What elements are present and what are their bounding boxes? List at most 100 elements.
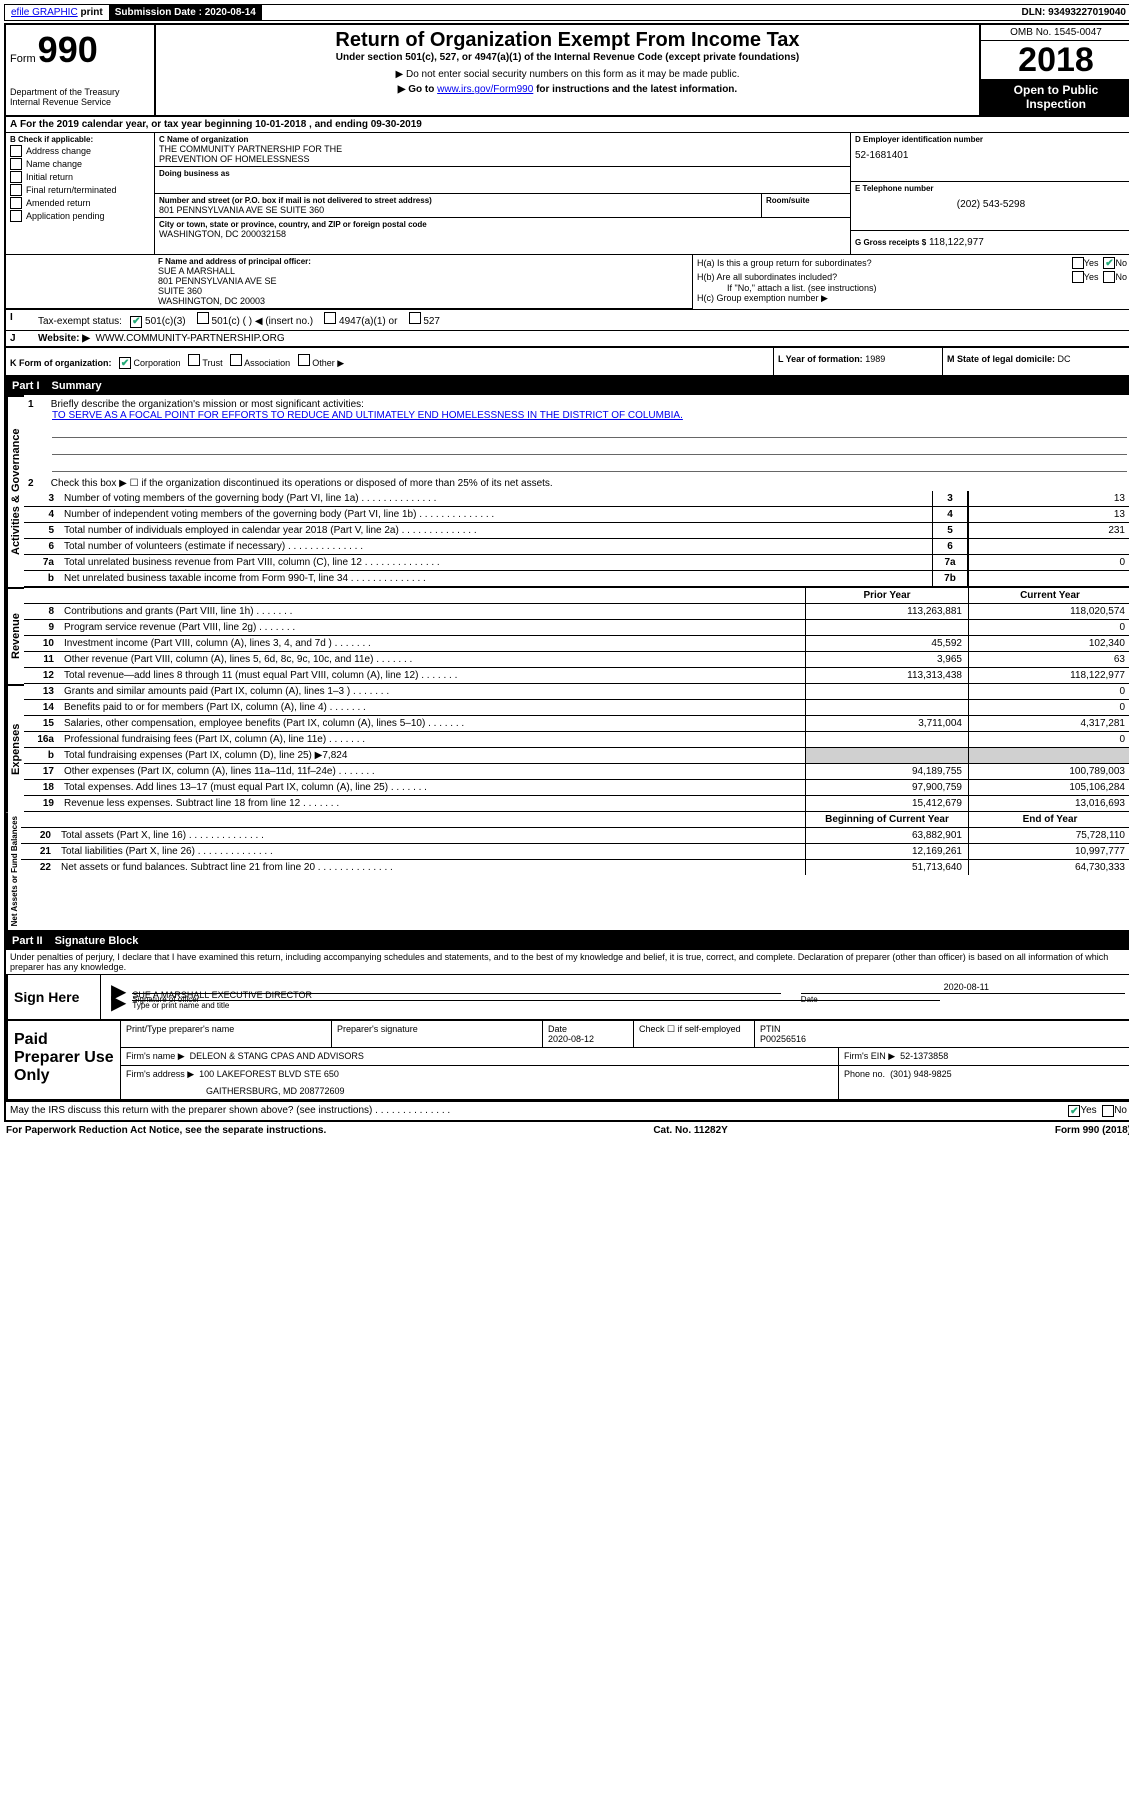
b-checkbox-item[interactable]: Amended return <box>10 197 150 209</box>
form-subtitle: Under section 501(c), 527, or 4947(a)(1)… <box>160 52 975 63</box>
c-label: C Name of organization <box>159 135 846 144</box>
checkbox-icon[interactable] <box>10 184 22 196</box>
expense-line: 19Revenue less expenses. Subtract line 1… <box>24 796 1129 812</box>
city-label: City or town, state or province, country… <box>159 220 846 229</box>
current-year-header: Current Year <box>968 588 1129 603</box>
firm-addr-label: Firm's address ▶ <box>126 1069 194 1079</box>
end-year-header: End of Year <box>968 812 1129 827</box>
irs-link[interactable]: www.irs.gov/Form990 <box>437 84 533 95</box>
firm-name-value: DELEON & STANG CPAS AND ADVISORS <box>190 1051 364 1061</box>
corp-cb[interactable] <box>119 357 131 369</box>
print-label[interactable]: print <box>80 7 102 18</box>
checkbox-icon[interactable] <box>10 171 22 183</box>
b-item-label: Final return/terminated <box>26 185 117 195</box>
ha-label: H(a) Is this a group return for subordin… <box>697 258 1072 268</box>
expense-line: bTotal fundraising expenses (Part IX, co… <box>24 748 1129 764</box>
org-address: 801 PENNSYLVANIA AVE SE SUITE 360 <box>159 205 757 215</box>
beg-year-header: Beginning of Current Year <box>805 812 968 827</box>
governance-block: Activities & Governance 1 Briefly descri… <box>6 395 1129 587</box>
firm-name-label: Firm's name ▶ <box>126 1051 185 1061</box>
ha-no-cb[interactable] <box>1103 257 1115 269</box>
hb-yes-cb[interactable] <box>1072 271 1084 283</box>
room-label: Room/suite <box>766 196 846 205</box>
hb-no-cb[interactable] <box>1103 271 1115 283</box>
checkbox-icon[interactable] <box>10 197 22 209</box>
irs-label: Internal Revenue Service <box>10 97 150 107</box>
discuss-label: May the IRS discuss this return with the… <box>10 1105 1068 1117</box>
header-left: Form 990 Department of the Treasury Inte… <box>6 25 156 115</box>
ptin-label: PTIN <box>760 1024 1124 1034</box>
summary-line: bNet unrelated business taxable income f… <box>24 571 1129 587</box>
form-header: Form 990 Department of the Treasury Inte… <box>6 25 1129 117</box>
footer-right: Form 990 (2018) <box>1055 1125 1129 1136</box>
checkbox-icon[interactable] <box>10 158 22 170</box>
gross-receipts: 118,122,977 <box>929 237 984 248</box>
expenses-label: Expenses <box>6 684 24 812</box>
header-right: OMB No. 1545-0047 2018 Open to PublicIns… <box>979 25 1129 115</box>
submission-date-btn: Submission Date : 2020-08-14 <box>109 5 262 20</box>
summary-line: 4Number of independent voting members of… <box>24 507 1129 523</box>
summary-line: 3Number of voting members of the governi… <box>24 491 1129 507</box>
section-c: C Name of organization THE COMMUNITY PAR… <box>155 133 851 255</box>
501c-cb[interactable] <box>197 312 209 324</box>
b-pending-cell <box>6 255 154 309</box>
note-ssn: ▶ Do not enter social security numbers o… <box>160 69 975 80</box>
m-label: M State of legal domicile: <box>947 354 1055 364</box>
org-name-2: PREVENTION OF HOMELESSNESS <box>159 154 846 164</box>
expense-line: 15Salaries, other compensation, employee… <box>24 716 1129 732</box>
form-title: Return of Organization Exempt From Incom… <box>160 29 975 52</box>
footer-center: Cat. No. 11282Y <box>653 1125 727 1136</box>
section-a-row: A For the 2019 calendar year, or tax yea… <box>6 117 1129 133</box>
expense-line: 14Benefits paid to or for members (Part … <box>24 700 1129 716</box>
b-checkbox-item[interactable]: Initial return <box>10 171 150 183</box>
b-label: B Check if applicable: <box>10 135 150 144</box>
e-label: E Telephone number <box>855 184 1127 193</box>
ptin-value: P00256516 <box>760 1034 1124 1044</box>
discuss-no-cb[interactable] <box>1102 1105 1114 1117</box>
prep-date-value: 2020-08-12 <box>548 1034 628 1044</box>
tax-year: 2018 <box>981 41 1129 79</box>
net-assets-label: Net Assets or Fund Balances <box>6 812 21 930</box>
addr-label: Number and street (or P.O. box if mail i… <box>159 196 757 205</box>
b-checkbox-item[interactable]: Application pending <box>10 210 150 222</box>
page-footer: For Paperwork Reduction Act Notice, see … <box>4 1122 1129 1139</box>
checkbox-icon[interactable] <box>10 145 22 157</box>
discuss-yes-cb[interactable] <box>1068 1105 1080 1117</box>
b-checkbox-item[interactable]: Name change <box>10 158 150 170</box>
dept-label: Department of the Treasury <box>10 87 150 97</box>
expense-line: 17Other expenses (Part IX, column (A), l… <box>24 764 1129 780</box>
527-cb[interactable] <box>409 312 421 324</box>
b-checkbox-item[interactable]: Final return/terminated <box>10 184 150 196</box>
4947-cb[interactable] <box>324 312 336 324</box>
caret-icon-2: ▶ <box>105 990 132 1015</box>
b-checkbox-item[interactable]: Address change <box>10 145 150 157</box>
dba-label: Doing business as <box>159 169 846 178</box>
entity-info-row: B Check if applicable: Address changeNam… <box>6 133 1129 255</box>
form-number: 990 <box>38 29 98 71</box>
firm-phone-value: (301) 948-9825 <box>890 1069 952 1079</box>
website-value: WWW.COMMUNITY-PARTNERSHIP.ORG <box>96 333 285 344</box>
form-frame: Form 990 Department of the Treasury Inte… <box>4 23 1129 1122</box>
assoc-cb[interactable] <box>230 354 242 366</box>
efile-label: efile GRAPHIC print <box>5 5 109 20</box>
l-value: 1989 <box>865 354 885 364</box>
other-cb[interactable] <box>298 354 310 366</box>
dln-label: DLN: 93493227019040 <box>1015 5 1129 20</box>
checkbox-icon[interactable] <box>10 210 22 222</box>
prep-sig-label: Preparer's signature <box>332 1021 543 1047</box>
section-f: F Name and address of principal officer:… <box>154 255 693 309</box>
trust-cb[interactable] <box>188 354 200 366</box>
phone-value: (202) 543-5298 <box>855 199 1127 210</box>
sign-here-label: Sign Here <box>8 975 101 1019</box>
b-item-label: Amended return <box>26 198 91 208</box>
expense-line: 18Total expenses. Add lines 13–17 (must … <box>24 780 1129 796</box>
org-city: WASHINGTON, DC 200032158 <box>159 229 846 239</box>
ein-value: 52-1681401 <box>855 150 1127 161</box>
net-assets-line: 20Total assets (Part X, line 16)63,882,9… <box>21 828 1129 844</box>
paid-label: Paid Preparer Use Only <box>8 1021 121 1099</box>
officer-addr3: WASHINGTON, DC 20003 <box>158 296 688 306</box>
prep-date-label: Date <box>548 1024 628 1034</box>
note-link: ▶ Go to www.irs.gov/Form990 for instruct… <box>160 84 975 95</box>
501c3-cb[interactable] <box>130 316 142 328</box>
ha-yes-cb[interactable] <box>1072 257 1084 269</box>
